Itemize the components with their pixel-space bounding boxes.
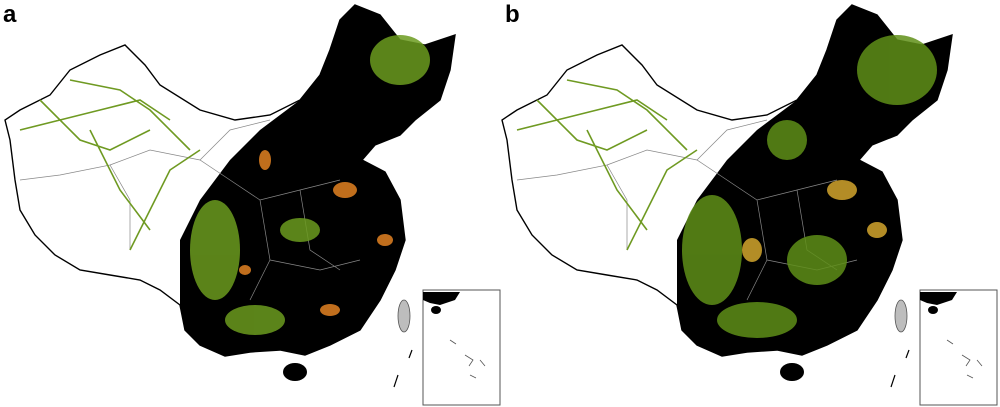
- panel-a: #pa .vegbase, #pa .hainan, #pa .inset-la…: [3, 1, 501, 406]
- panel-label: a: [3, 1, 17, 28]
- panel-label: b: [505, 1, 520, 28]
- panel-b: #pb .vegbase, #pb .hainan, #pb .inset-la…: [501, 1, 998, 406]
